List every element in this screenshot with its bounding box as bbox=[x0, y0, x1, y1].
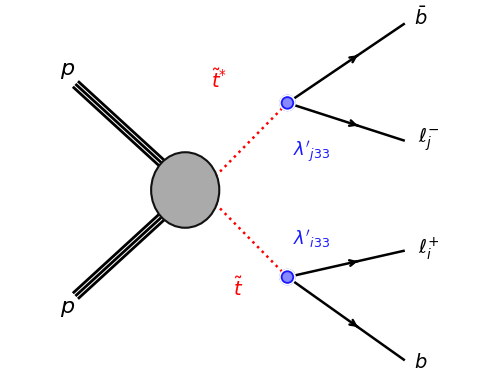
Text: $\lambda'_{i33}$: $\lambda'_{i33}$ bbox=[293, 228, 331, 250]
Text: $b$: $b$ bbox=[414, 353, 428, 372]
Text: $\bar{b}$: $\bar{b}$ bbox=[414, 6, 428, 29]
Text: $p$: $p$ bbox=[60, 299, 76, 319]
Circle shape bbox=[280, 269, 295, 285]
Text: $\lambda'_{j33}$: $\lambda'_{j33}$ bbox=[293, 139, 331, 165]
Text: $\tilde{t}^{*}$: $\tilde{t}^{*}$ bbox=[211, 69, 227, 92]
Circle shape bbox=[280, 95, 295, 111]
Text: $\tilde{t}$: $\tilde{t}$ bbox=[233, 277, 243, 300]
Text: $p$: $p$ bbox=[60, 61, 76, 81]
Ellipse shape bbox=[151, 152, 219, 228]
Text: $\ell_i^{+}$: $\ell_i^{+}$ bbox=[418, 235, 440, 262]
Circle shape bbox=[283, 273, 291, 281]
Text: $\ell_j^{-}$: $\ell_j^{-}$ bbox=[418, 125, 440, 153]
Circle shape bbox=[283, 99, 291, 107]
